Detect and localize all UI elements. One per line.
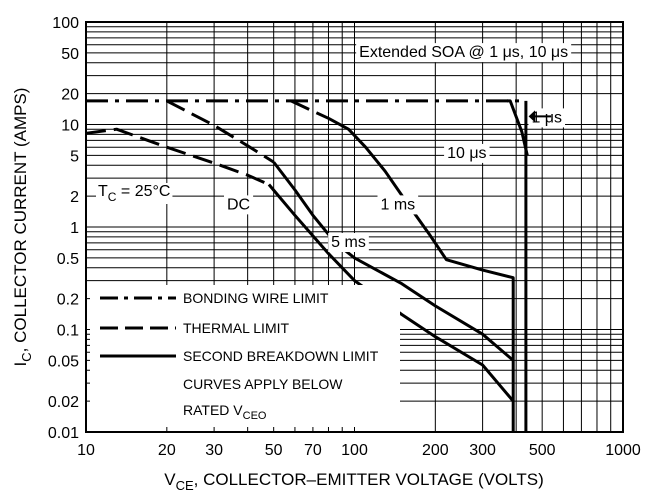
curve-solid-6 — [327, 116, 515, 432]
plot-frame — [85, 21, 624, 433]
svg-text:1 ms: 1 ms — [380, 196, 415, 213]
curve-dash-1 — [85, 127, 270, 186]
x-tick-label: 100 — [341, 442, 368, 459]
y-tick-label: 2 — [70, 189, 79, 206]
x-tick-label: 70 — [304, 442, 322, 459]
x-tick-label: 50 — [265, 442, 283, 459]
curve-solid-5 — [272, 161, 515, 362]
legend-label-bonding: BONDING WIRE LIMIT — [183, 290, 329, 306]
y-tick-label: 0.05 — [48, 353, 79, 370]
x-tick-label: 10 — [77, 442, 95, 459]
annotation-3: 1 ms — [377, 195, 419, 215]
curves — [85, 99, 529, 432]
y-tick-label: 10 — [61, 118, 79, 135]
y-tick-label: 0.1 — [57, 323, 79, 340]
annotations: Extended SOA @ 1 μs, 10 μs 1 μs 10 μs 1 ms 5… — [224, 43, 572, 253]
curve-dash-2 — [166, 99, 275, 164]
y-tick-label: 100 — [52, 15, 79, 32]
x-tick-label: 20 — [158, 442, 176, 459]
y-tick-label: 0.02 — [48, 394, 79, 411]
y-tick-label: 50 — [61, 46, 79, 63]
y-axis-label: IC, COLLECTOR CURRENT (AMPS) — [11, 88, 34, 367]
svg-text:5 ms: 5 ms — [331, 234, 366, 251]
y-tick-label: 0.01 — [48, 425, 79, 442]
y-tick-label: 5 — [70, 148, 79, 165]
x-tick-label: 200 — [422, 442, 449, 459]
tick-labels: 10 20 30 50 70 100 200 300 500 1000 100 50 20 10 5 2 1 0.… — [48, 15, 641, 459]
annotation-5: DC — [224, 195, 254, 215]
annotation-4: 5 ms — [328, 233, 369, 253]
legend-label-thermal: THERMAL LIMIT — [183, 320, 289, 336]
tc-label: TC = 25°C — [98, 183, 170, 204]
x-axis-label: VCE, COLLECTOR–EMITTER VOLTAGE (VOLTS) — [164, 470, 544, 493]
svg-text:1 μs: 1 μs — [531, 109, 562, 126]
x-tick-label: 500 — [529, 442, 556, 459]
x-tick-label: 300 — [469, 442, 496, 459]
annotation-2: 10 μs — [444, 143, 490, 163]
y-tick-label: 0.5 — [57, 251, 79, 268]
y-tick-label: 1 — [70, 220, 79, 237]
tc-label-background — [96, 183, 173, 204]
legend-label-second-breakdown: SECOND BREAKDOWN LIMIT — [183, 348, 379, 364]
svg-text:10 μs: 10 μs — [447, 145, 486, 162]
arrow-1us — [528, 110, 552, 123]
x-tick-label: 30 — [205, 442, 223, 459]
y-tick-label: 0.2 — [57, 292, 79, 309]
curve-dash-3 — [290, 99, 330, 120]
annotation-1: 1 μs — [528, 108, 566, 128]
svg-text:DC: DC — [227, 196, 250, 213]
svg-text:Extended SOA @ 1 μs, 10 μs: Extended SOA @ 1 μs, 10 μs — [359, 44, 568, 61]
legend: BONDING WIRE LIMIT THERMAL LIMIT SECOND … — [90, 285, 400, 427]
legend-note-line1: CURVES APPLY BELOW — [183, 376, 343, 392]
y-tick-label: 20 — [61, 87, 79, 104]
legend-note-line2: RATED VCEO — [183, 402, 267, 422]
annotation-0: Extended SOA @ 1 μs, 10 μs — [356, 43, 572, 63]
x-tick-label: 1000 — [605, 442, 641, 459]
